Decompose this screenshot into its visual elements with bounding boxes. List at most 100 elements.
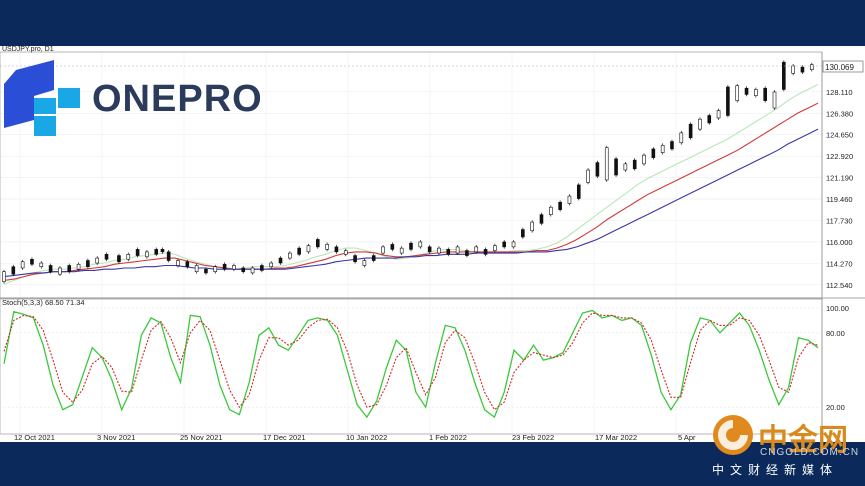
candle-body	[76, 263, 81, 270]
candle-body	[427, 246, 432, 253]
price-tick-label: 114.270	[826, 259, 853, 268]
date-axis-ticks: 12 Oct 2021 3 Nov 2021 25 Nov 2021 17 Dec 2…	[14, 433, 696, 442]
candle-body	[576, 184, 581, 199]
date-tick-label: 12 Oct 2021	[14, 433, 55, 442]
indicator-panel-frame	[0, 298, 823, 435]
candle-body	[371, 255, 376, 261]
price-tick-label: 126.380	[826, 109, 853, 118]
candle-body	[679, 132, 684, 144]
candle-body	[95, 257, 100, 264]
candle-body	[735, 85, 740, 101]
candle-body	[660, 144, 665, 153]
candle-body	[688, 123, 693, 139]
candle-body	[260, 265, 264, 271]
candle-body	[465, 250, 469, 256]
price-tick-label: 116.000	[826, 238, 853, 247]
stoch-tick-label: 20.00	[826, 403, 845, 412]
candle-body	[2, 271, 6, 282]
candle-body	[315, 239, 320, 248]
candle-body	[651, 148, 656, 158]
logo-mark-cyan-square	[34, 98, 56, 114]
candle-body	[58, 267, 62, 275]
stochastic-lines	[3, 309, 819, 419]
price-axis-ticks: 128.110 126.380 124.650 122.920 121.190 119.4…	[826, 88, 853, 290]
logo-mark-blue-top	[4, 60, 54, 128]
candle-body	[160, 249, 165, 253]
date-tick-label: 17 Dec 2021	[263, 433, 306, 442]
date-tick-label: 10 Jan 2022	[346, 433, 387, 442]
candle-body	[30, 258, 34, 265]
candle-body	[194, 265, 199, 272]
candle-body	[48, 265, 53, 272]
candle-body	[334, 246, 339, 253]
candle-body	[698, 118, 702, 130]
candle-body	[604, 147, 609, 181]
candle-body	[530, 221, 534, 232]
candle-body	[772, 91, 777, 109]
candle-body	[809, 64, 814, 70]
candle-body	[135, 249, 140, 256]
date-tick-label: 23 Feb 2022	[512, 433, 554, 442]
candle-body	[166, 251, 171, 261]
stochastic-axis-ticks: 100.00 80.00 20.00	[826, 304, 849, 412]
price-tick-label: 121.190	[826, 174, 853, 183]
candle-body	[567, 195, 572, 204]
candle-body	[595, 162, 600, 177]
watermark-url: CNGOLD.COM.CN	[760, 447, 860, 458]
stoch-tick-label: 100.00	[826, 304, 849, 313]
date-tick-label: 1 Feb 2022	[429, 433, 467, 442]
ma-slow-line	[3, 128, 819, 278]
candle-body	[232, 265, 236, 270]
cngold-emblem	[713, 415, 753, 455]
candle-body	[325, 244, 329, 250]
candle-body	[437, 247, 441, 254]
last-price-label: 130.069	[825, 63, 854, 72]
candle-body	[744, 87, 749, 95]
candle-body	[502, 241, 507, 248]
candle-body	[754, 89, 758, 96]
candle-body	[353, 255, 357, 263]
candle-body	[800, 66, 805, 73]
date-tick-label: 25 Nov 2021	[180, 433, 223, 442]
symbol-label: USDJPY.pro, D1	[2, 46, 54, 53]
candle-body	[632, 159, 637, 170]
candle-body	[104, 254, 109, 260]
date-tick-label: 3 Nov 2021	[97, 433, 135, 442]
candle-body	[222, 263, 227, 270]
price-tick-label: 119.460	[826, 195, 853, 204]
candle-body	[176, 260, 180, 266]
candle-body	[86, 260, 90, 268]
candle-body	[250, 267, 255, 274]
candle-body	[549, 206, 553, 215]
candle-body	[716, 110, 721, 119]
candle-body	[269, 262, 273, 268]
candle-body	[297, 247, 301, 255]
candle-body	[117, 255, 121, 263]
candle-body	[455, 246, 460, 254]
candle-body	[726, 86, 730, 116]
candle-body	[409, 242, 413, 250]
candle-body	[623, 163, 628, 171]
watermark-cn: 中金网	[758, 423, 848, 458]
candle-body	[782, 61, 786, 90]
chart-svg: 128.110 126.380 124.650 122.920 121.190 119.4…	[0, 46, 865, 442]
candle-body	[521, 229, 525, 238]
logo-mark-cyan-square-3	[34, 116, 56, 136]
logo-text: ONEPRO	[92, 78, 263, 120]
watermark-sub: 中文财经新媒体	[712, 463, 839, 477]
price-tick-label: 112.540	[826, 281, 853, 290]
candle-body	[306, 245, 311, 253]
stoch-grid	[0, 307, 822, 408]
candle-body	[241, 267, 246, 272]
candle-body	[511, 241, 516, 248]
onepro-logo	[4, 60, 80, 136]
price-tick-label: 128.110	[826, 88, 853, 97]
candle-body	[185, 261, 190, 268]
candle-body	[483, 249, 488, 255]
candlesticks	[2, 60, 814, 284]
last-price-box	[822, 60, 864, 73]
indicator-label: Stoch(5,3,3) 68.50 71.34	[2, 298, 85, 307]
candle-body	[763, 87, 767, 101]
stoch-tick-label: 80.00	[826, 329, 845, 338]
candle-body	[362, 260, 367, 266]
